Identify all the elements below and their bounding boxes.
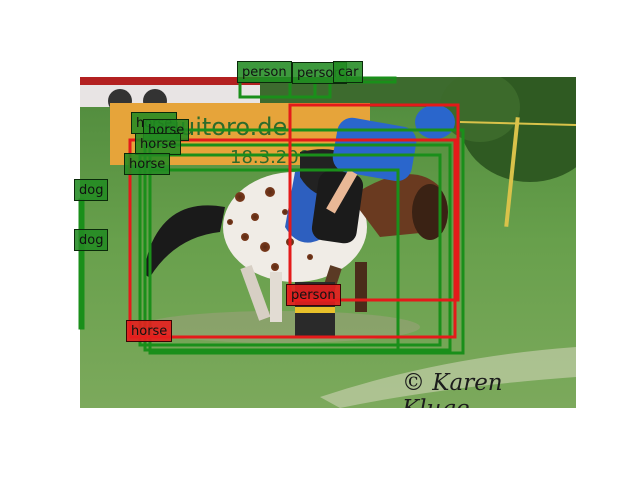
photo-art: equitoro.de 18.3.2007 [80, 77, 576, 408]
photo: equitoro.de 18.3.2007 [80, 77, 576, 408]
detection-box [148, 128, 465, 355]
detection-label-car: car [333, 61, 364, 83]
watermark: © Karen Kluge [402, 370, 503, 408]
detection-label-horse: horse [124, 153, 171, 175]
detection-box [148, 168, 400, 352]
detection-label-person: person [237, 61, 292, 83]
detection-label-horse: horse [135, 133, 182, 155]
detection-label-horse: horse [126, 320, 173, 342]
detection-label-person: person [292, 62, 347, 84]
detection-box [143, 143, 452, 352]
detection-box [128, 138, 457, 339]
detection-label-dog: dog [74, 179, 109, 201]
detection-box [288, 103, 460, 302]
detection-label-person: person [286, 284, 341, 306]
detection-label-dog: dog [74, 229, 109, 251]
banner-date: 18.3.2007 [230, 147, 322, 168]
detection-box [78, 198, 85, 330]
